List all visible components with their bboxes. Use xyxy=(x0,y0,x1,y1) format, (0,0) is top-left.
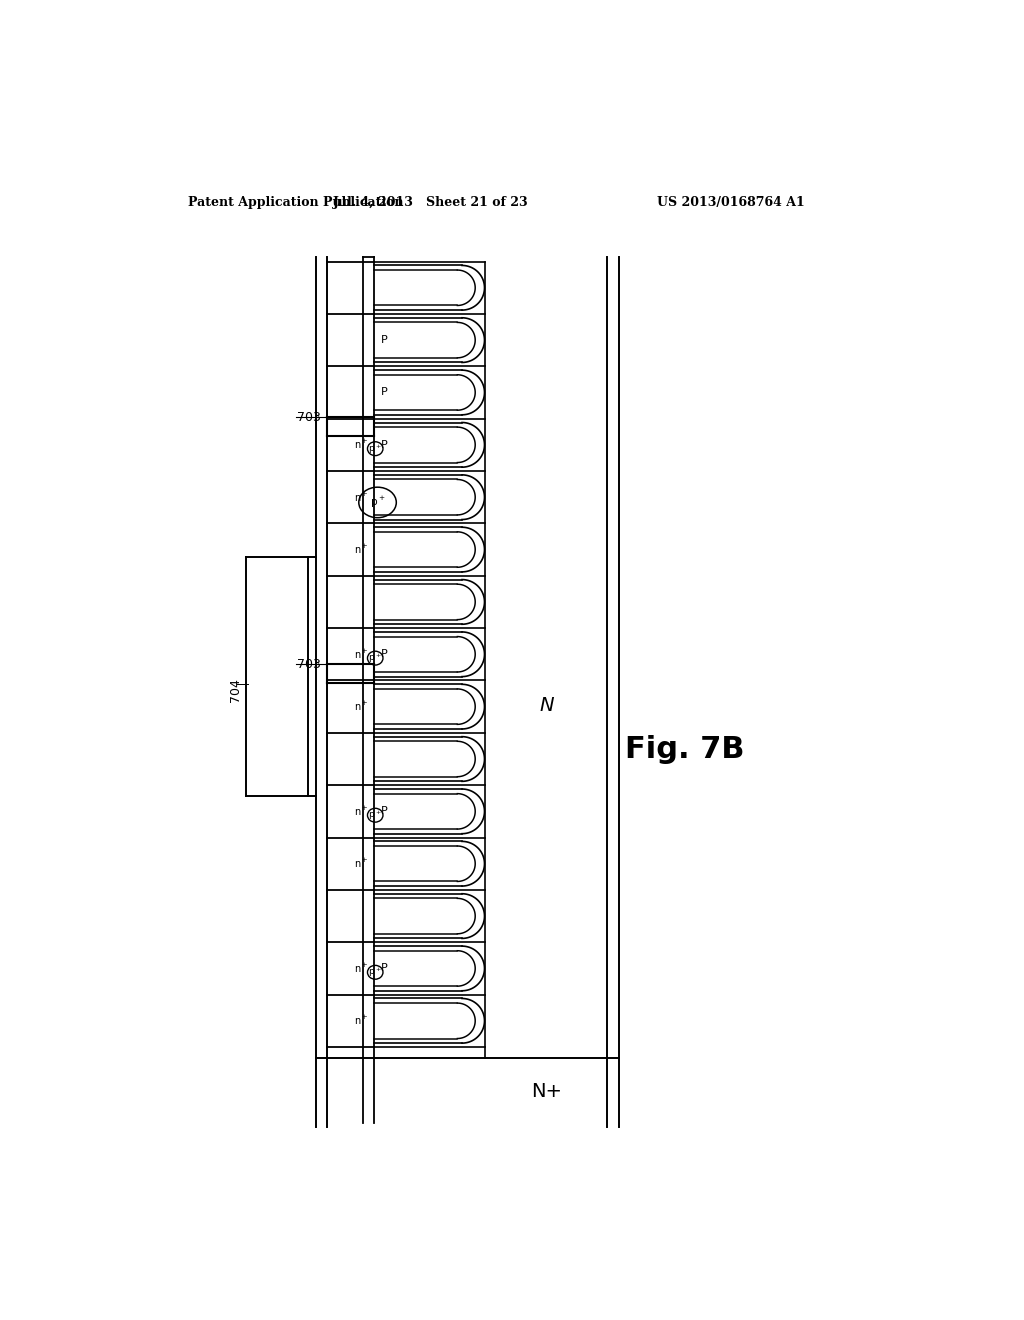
Text: Patent Application Publication: Patent Application Publication xyxy=(187,195,403,209)
Text: P: P xyxy=(380,649,387,659)
Text: n$^+$: n$^+$ xyxy=(354,648,369,661)
Text: N: N xyxy=(540,696,554,714)
Text: P: P xyxy=(380,335,387,345)
Text: N+: N+ xyxy=(531,1082,562,1101)
Text: n$^+$: n$^+$ xyxy=(354,543,369,556)
Text: n$^+$: n$^+$ xyxy=(354,805,369,818)
Text: p$^+$: p$^+$ xyxy=(369,442,382,455)
Text: n$^+$: n$^+$ xyxy=(354,962,369,975)
Text: P: P xyxy=(380,440,387,450)
Text: US 2013/0168764 A1: US 2013/0168764 A1 xyxy=(656,195,804,209)
Text: P: P xyxy=(380,388,387,397)
Text: n$^+$: n$^+$ xyxy=(354,491,369,504)
Text: P: P xyxy=(380,964,387,973)
Text: Fig. 7B: Fig. 7B xyxy=(625,735,744,764)
Text: p$^+$: p$^+$ xyxy=(369,808,382,822)
Text: n$^+$: n$^+$ xyxy=(354,1014,369,1027)
Text: 703: 703 xyxy=(297,411,321,424)
Text: n$^+$: n$^+$ xyxy=(354,857,369,870)
Text: 703: 703 xyxy=(297,657,321,671)
Text: P: P xyxy=(380,807,387,816)
Text: n$^+$: n$^+$ xyxy=(354,438,369,451)
Text: p$^+$: p$^+$ xyxy=(369,965,382,979)
Text: p$^+$: p$^+$ xyxy=(369,651,382,665)
Text: 704: 704 xyxy=(229,678,242,702)
Text: p$^+$: p$^+$ xyxy=(370,495,385,510)
Text: n$^+$: n$^+$ xyxy=(354,700,369,713)
Text: Jul. 4, 2013   Sheet 21 of 23: Jul. 4, 2013 Sheet 21 of 23 xyxy=(333,195,528,209)
